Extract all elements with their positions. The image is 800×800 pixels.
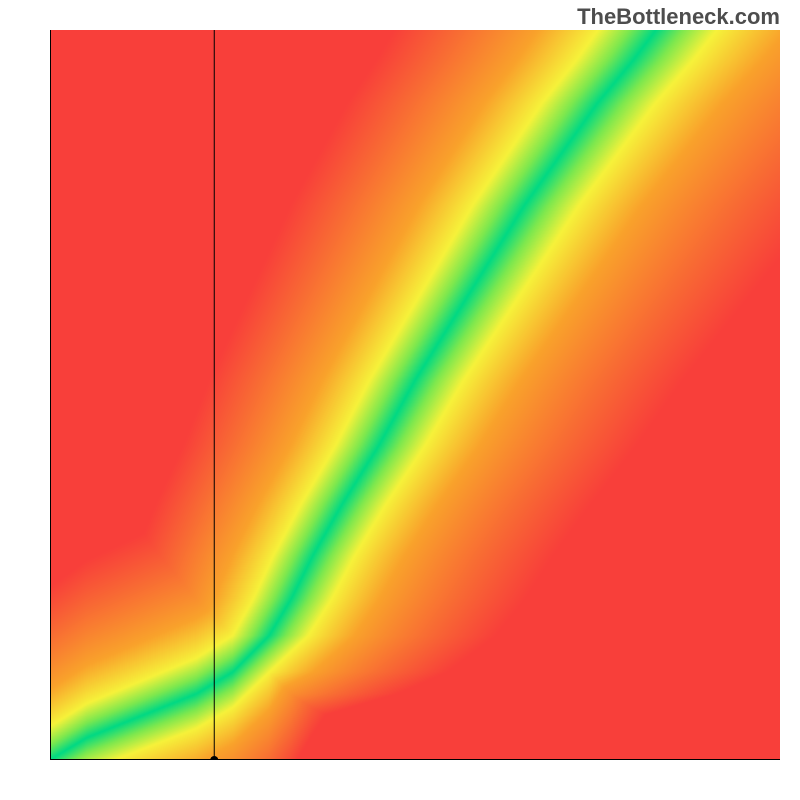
- watermark: TheBottleneck.com: [577, 4, 780, 30]
- heatmap-canvas: [50, 30, 780, 760]
- plot-area: [50, 30, 780, 760]
